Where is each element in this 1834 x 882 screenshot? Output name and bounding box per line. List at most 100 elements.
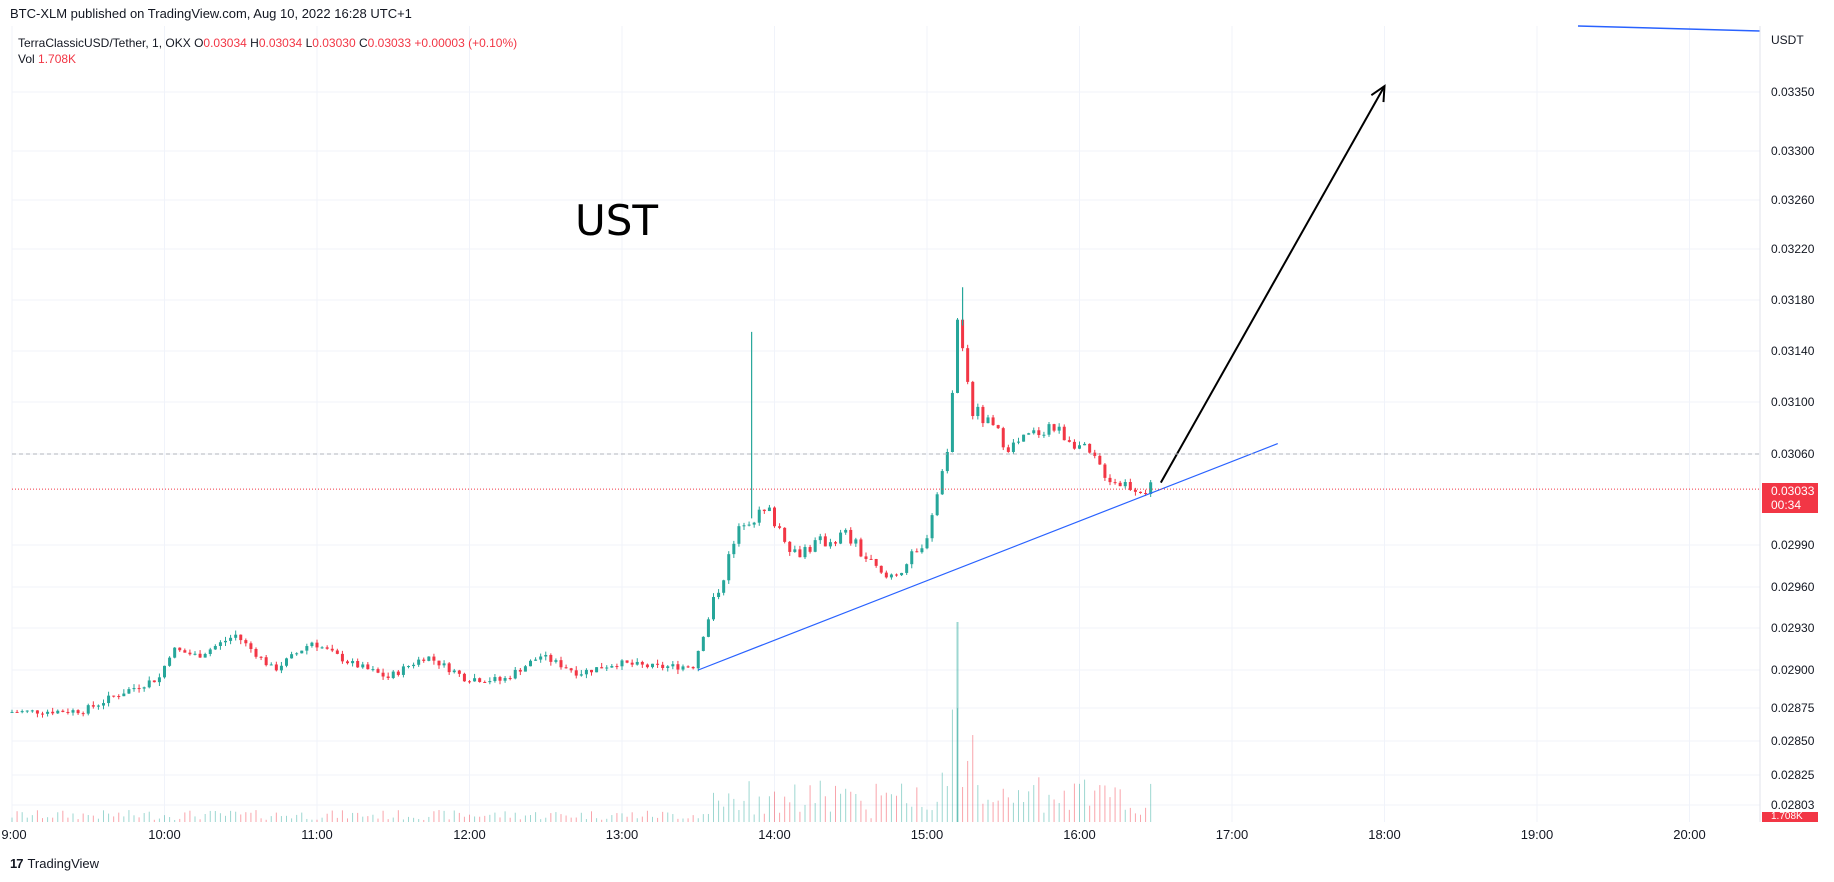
candle-body xyxy=(1149,482,1153,494)
volume-bar xyxy=(1094,790,1096,822)
candle-body xyxy=(264,657,268,666)
volume-bar xyxy=(748,781,750,822)
candle-body xyxy=(229,637,233,641)
candle-body xyxy=(1123,482,1127,487)
drawing-layer xyxy=(12,25,1761,671)
candle-body xyxy=(971,381,975,417)
candle-body xyxy=(279,665,283,671)
candle-body xyxy=(498,677,502,681)
candle-body xyxy=(625,660,629,663)
volume-bar xyxy=(1145,807,1147,822)
candle-body xyxy=(579,674,583,676)
price-tick-label: 0.02803 xyxy=(1771,798,1815,812)
candle-body xyxy=(30,710,34,712)
candle-body xyxy=(361,664,365,668)
candle-body xyxy=(915,551,919,553)
candle-body xyxy=(1006,447,1010,452)
candle-body xyxy=(56,710,60,714)
offscreen-trendline xyxy=(1577,25,1761,32)
candle-body xyxy=(752,522,756,525)
volume-bar xyxy=(219,813,221,822)
candle-body xyxy=(1057,426,1061,431)
candle-body xyxy=(798,549,802,558)
volume-bar xyxy=(108,813,110,822)
price-tick-label: 0.02850 xyxy=(1771,734,1815,748)
volume-bar xyxy=(728,793,730,822)
volume-bar xyxy=(738,810,740,822)
candle-body xyxy=(10,711,14,713)
price-tick-label: 0.02875 xyxy=(1771,701,1815,715)
candle-body xyxy=(147,680,151,688)
volume-bar xyxy=(408,816,409,822)
candle-body xyxy=(1067,440,1071,442)
candle-body xyxy=(163,665,166,678)
volume-bar xyxy=(713,792,714,822)
open-label: O xyxy=(194,36,204,50)
candle-body xyxy=(518,669,522,672)
candle-body xyxy=(574,670,578,676)
volume-bar xyxy=(1048,794,1050,822)
volume-bar xyxy=(47,817,49,822)
candle-body xyxy=(996,425,1000,429)
volume-legend[interactable]: Vol 1.708K xyxy=(18,52,76,66)
volume-bar xyxy=(646,810,648,822)
candle-body xyxy=(818,536,822,541)
volume-bar xyxy=(921,806,923,822)
volume-bar xyxy=(1002,788,1004,822)
candle-body xyxy=(661,664,665,669)
volume-bar xyxy=(1109,797,1111,822)
volume-bar xyxy=(657,817,659,822)
volume-bar xyxy=(896,795,897,822)
tradingview-logo-icon[interactable]: 17 xyxy=(10,856,24,871)
candle-body xyxy=(595,667,599,673)
candle-body xyxy=(168,657,172,666)
tradingview-brand[interactable]: TradingView xyxy=(27,856,100,871)
candle-body xyxy=(1103,464,1107,478)
candle-body xyxy=(640,661,644,665)
candle-body xyxy=(330,648,334,651)
volume-bar xyxy=(428,816,430,822)
volume-bar xyxy=(957,708,958,822)
volume-bar xyxy=(530,815,531,822)
candle-body xyxy=(600,667,604,669)
volume-bar xyxy=(245,812,247,822)
time-tick-label: 9:00 xyxy=(1,827,27,842)
candle-body xyxy=(76,710,80,714)
low-label: L xyxy=(305,36,313,50)
candle-body xyxy=(46,711,50,714)
candle-body xyxy=(523,666,527,672)
candle-body xyxy=(950,392,954,452)
volume-bar xyxy=(524,815,526,822)
volume-bar xyxy=(423,819,425,822)
symbol-name[interactable]: TerraClassicUSD/Tether, 1, OKX xyxy=(18,36,191,50)
candle-body xyxy=(25,710,29,712)
candle-body xyxy=(945,451,949,472)
volume-bar xyxy=(199,819,201,822)
candle-body xyxy=(218,642,222,647)
candle-body xyxy=(828,542,832,547)
symbol-legend[interactable]: TerraClassicUSD/Tether, 1, OKX O0.03034 … xyxy=(18,34,517,52)
candle-body xyxy=(889,574,893,578)
candle-body xyxy=(900,572,904,576)
volume-bar xyxy=(835,785,836,822)
volume-bar xyxy=(352,812,354,822)
candle-body xyxy=(854,539,858,544)
chart-text-annotation[interactable]: UST xyxy=(575,196,659,245)
candle-body xyxy=(869,558,873,560)
candle-body xyxy=(1052,424,1056,431)
candle-body xyxy=(864,556,868,559)
tradingview-footer[interactable]: 17 TradingView xyxy=(10,856,99,871)
candle-body xyxy=(615,666,619,668)
candle-body xyxy=(1108,477,1112,483)
axis-currency-label[interactable]: USDT xyxy=(1771,33,1804,47)
volume-bar xyxy=(972,735,974,822)
volume-bar xyxy=(92,815,94,822)
candle-body xyxy=(437,660,441,666)
high-value: 0.03034 xyxy=(258,36,303,50)
volume-bar xyxy=(692,815,694,822)
candle-body xyxy=(762,509,766,512)
volume-bar xyxy=(443,810,445,822)
volume-bar xyxy=(865,809,867,822)
candle-body xyxy=(1093,452,1097,456)
